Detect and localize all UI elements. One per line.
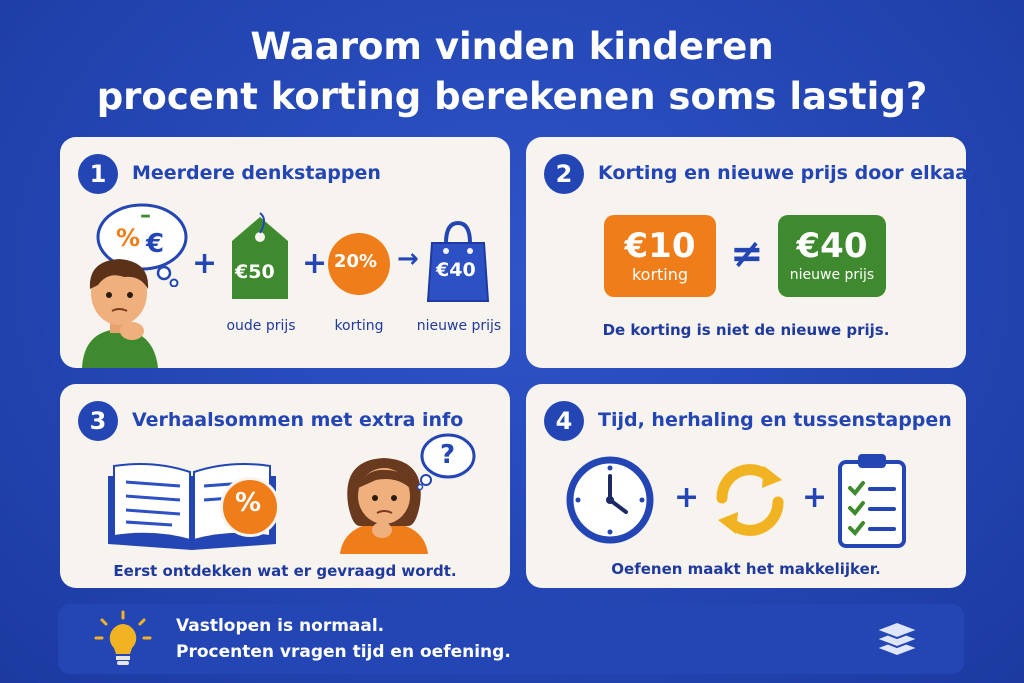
not-equal-sign: ≠ xyxy=(730,231,764,277)
plus-sign: + xyxy=(674,480,700,515)
question-bubble-icon xyxy=(416,433,476,490)
card-multiple-steps: 1 Meerdere denkstappen % € – + €50 oude … xyxy=(60,137,510,368)
new-price-box-value: €40 xyxy=(796,226,868,266)
thought-percent-symbol: % xyxy=(116,224,141,252)
card-caption: Oefenen maakt het makkelijker. xyxy=(611,560,881,578)
thinking-girl-icon xyxy=(340,458,428,554)
discount-circle xyxy=(328,233,390,295)
clock-icon xyxy=(566,456,654,544)
card-time-repetition: 4 Tijd, herhaling en tussenstappen + + O… xyxy=(526,384,966,588)
card-word-problems: 3 Verhaalsommen met extra info % ? Eerst… xyxy=(60,384,510,588)
card-caption: Eerst ontdekken wat er gevraagd wordt. xyxy=(113,562,457,580)
card-number: 4 xyxy=(544,401,584,441)
price-tag-label: oude prijs xyxy=(226,318,296,334)
bag-value: €40 xyxy=(436,259,476,281)
price-tag-value: €50 xyxy=(235,261,275,283)
card-title: Korting en nieuwe prijs door elkaar xyxy=(598,162,978,184)
lightbulb-icon xyxy=(94,610,152,665)
discount-box: €10 korting xyxy=(604,215,716,297)
thought-bubble-icon xyxy=(96,203,188,287)
question-mark: ? xyxy=(440,440,456,470)
arrow-sign: → xyxy=(397,244,419,274)
thought-euro-symbol: € xyxy=(146,229,165,259)
footer-line-2: Procenten vragen tijd en oefening. xyxy=(176,642,511,662)
discount-box-value: €10 xyxy=(624,226,696,266)
footer-banner: Vastlopen is normaal. Procenten vragen t… xyxy=(58,604,964,674)
footer-line-1: Vastlopen is normaal. xyxy=(176,616,385,636)
repeat-arrows-icon xyxy=(716,464,784,536)
card-number: 3 xyxy=(78,401,118,441)
card-caption: De korting is niet de nieuwe prijs. xyxy=(602,321,890,339)
card-discount-vs-price: 2 Korting en nieuwe prijs door elkaar €1… xyxy=(526,137,977,368)
shopping-bag-icon xyxy=(426,220,490,302)
thought-minus-symbol: – xyxy=(140,203,151,228)
title-line-2: procent korting berekenen soms lastig? xyxy=(96,75,928,118)
discount-label: korting xyxy=(334,318,384,334)
plus-sign: + xyxy=(802,480,828,515)
checklist-clipboard-icon xyxy=(838,454,906,548)
card-title: Tijd, herhaling en tussenstappen xyxy=(598,409,952,431)
stacked-layers-icon xyxy=(873,620,921,658)
card-number: 1 xyxy=(78,154,118,194)
card-number: 2 xyxy=(544,154,584,194)
plus-sign: + xyxy=(302,246,328,281)
percent-badge-text: % xyxy=(235,488,262,518)
discount-circle-value: 20% xyxy=(334,251,378,272)
plus-sign: + xyxy=(192,246,218,281)
new-price-box: €40 nieuwe prijs xyxy=(778,215,886,297)
new-price-box-label: nieuwe prijs xyxy=(789,267,875,283)
page-title: Waarom vinden kinderen procent korting b… xyxy=(0,22,1024,122)
title-line-1: Waarom vinden kinderen xyxy=(250,25,774,68)
price-tag-icon xyxy=(232,212,288,299)
percent-badge xyxy=(220,477,280,537)
card-title: Verhaalsommen met extra info xyxy=(132,409,464,431)
discount-box-label: korting xyxy=(631,265,689,284)
bag-label: nieuwe prijs xyxy=(416,318,502,334)
thinking-boy-icon xyxy=(82,259,158,368)
card-title: Meerdere denkstappen xyxy=(132,162,381,184)
